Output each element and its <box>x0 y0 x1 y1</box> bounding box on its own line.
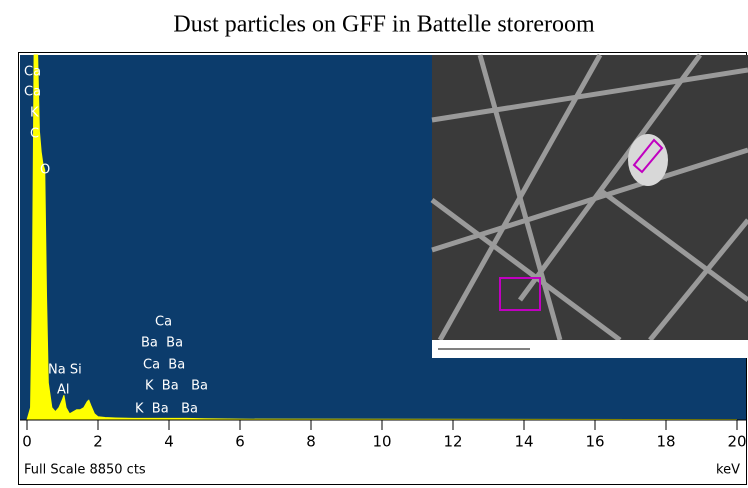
fiber <box>517 53 703 302</box>
fiber <box>430 197 622 343</box>
x-axis-label: keV <box>716 463 740 478</box>
selection-box <box>499 277 541 311</box>
element-label: Ca <box>24 65 41 80</box>
element-label: K Ba Ba <box>135 402 198 417</box>
x-tick-label: 20 <box>727 433 746 451</box>
element-label: K <box>30 106 39 121</box>
element-label: K Ba Ba <box>145 379 208 394</box>
element-label: Ca <box>155 315 172 330</box>
x-tick-label: 4 <box>164 433 174 451</box>
chart-title: Dust particles on GFF in Battelle storer… <box>173 12 595 38</box>
fiber <box>598 187 748 303</box>
element-label: Na Si <box>48 363 82 378</box>
element-label: Ba Ba <box>141 336 183 351</box>
x-tick-label: 8 <box>306 433 316 451</box>
sem-info-bar <box>432 340 748 358</box>
element-label: O <box>40 163 50 178</box>
x-tick-label: 0 <box>22 433 32 451</box>
x-tick-label: 14 <box>514 433 533 451</box>
x-tick-label: 12 <box>443 433 462 451</box>
x-tick-label: 18 <box>656 433 675 451</box>
x-tick-label: 10 <box>372 433 391 451</box>
x-tick-label: 16 <box>585 433 604 451</box>
element-label: Ca Ba <box>143 358 185 373</box>
spectrum-line <box>26 54 738 421</box>
sem-image <box>430 53 748 358</box>
footer: Full Scale 8850 cts <box>24 463 146 478</box>
element-label: Al <box>57 383 70 398</box>
fiber <box>431 147 748 253</box>
particle <box>628 134 668 186</box>
fiber <box>431 67 748 123</box>
sem-fibers <box>430 53 748 343</box>
element-label: Ca <box>24 85 41 100</box>
fiber <box>648 218 748 342</box>
element-label: C <box>30 127 39 142</box>
fiber <box>477 54 563 341</box>
selection-box <box>632 138 664 174</box>
x-tick-label: 6 <box>235 433 245 451</box>
x-tick-label: 2 <box>93 433 103 451</box>
